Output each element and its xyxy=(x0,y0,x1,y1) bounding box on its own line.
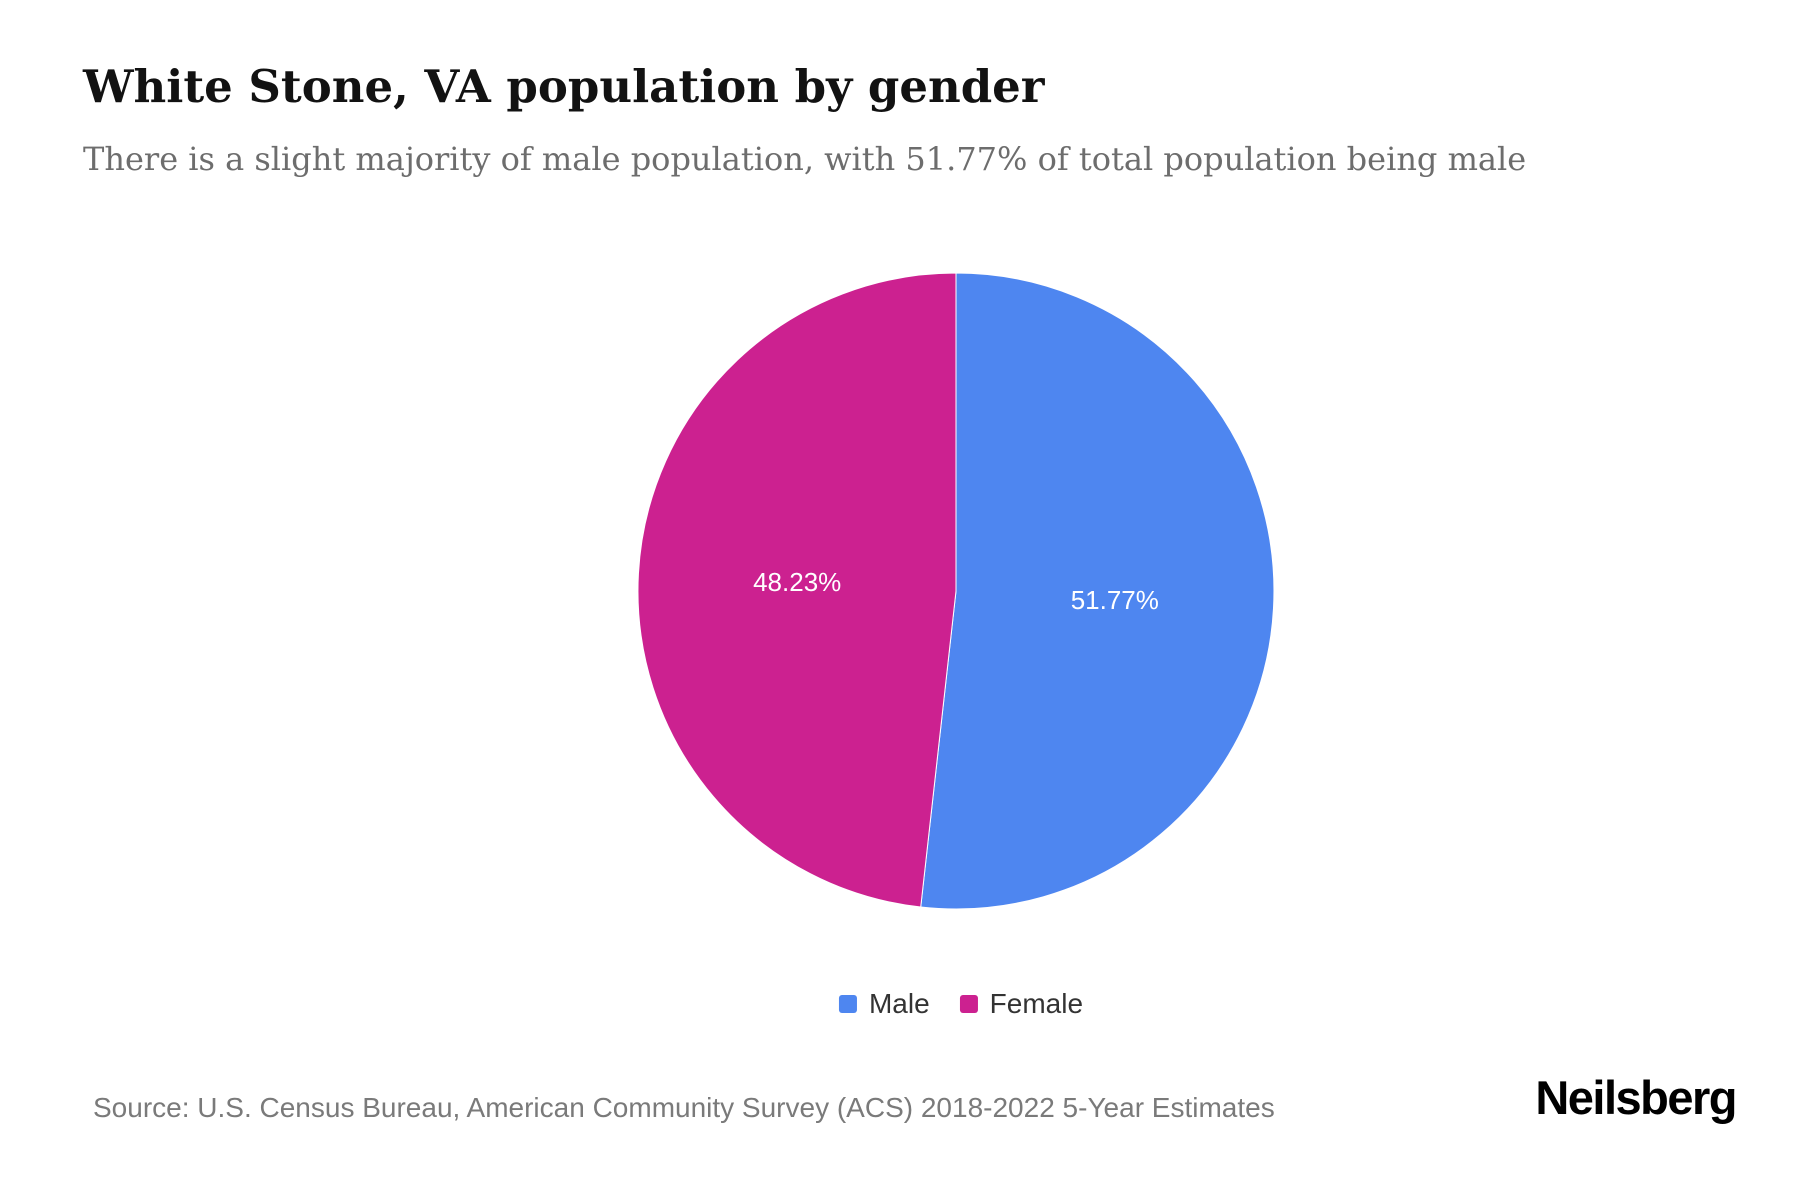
brand-logo: Neilsberg xyxy=(1535,1071,1737,1124)
legend-label-female: Female xyxy=(989,988,1084,1019)
legend-item-male[interactable]: Male xyxy=(838,988,930,1020)
slice-label-male: 51.77% xyxy=(1071,585,1159,615)
chart-subtitle: There is a slight majority of male popul… xyxy=(83,140,1527,178)
legend-item-female[interactable]: Female xyxy=(959,988,1084,1020)
legend-label-male: Male xyxy=(868,988,930,1019)
chart-title: White Stone, VA population by gender xyxy=(83,60,1045,113)
slice-label-female: 48.23% xyxy=(753,567,841,597)
legend: Male Female xyxy=(838,988,1084,1020)
pie-chart: 51.77% 48.23% xyxy=(635,270,1277,912)
source-note: Source: U.S. Census Bureau, American Com… xyxy=(93,1092,1275,1123)
pie-slice-male[interactable] xyxy=(920,272,1275,910)
pie-svg: 51.77% 48.23% xyxy=(637,272,1275,910)
legend-swatch-male xyxy=(838,995,857,1013)
legend-swatch-female xyxy=(959,995,978,1013)
pie-slice-female[interactable] xyxy=(637,272,957,908)
